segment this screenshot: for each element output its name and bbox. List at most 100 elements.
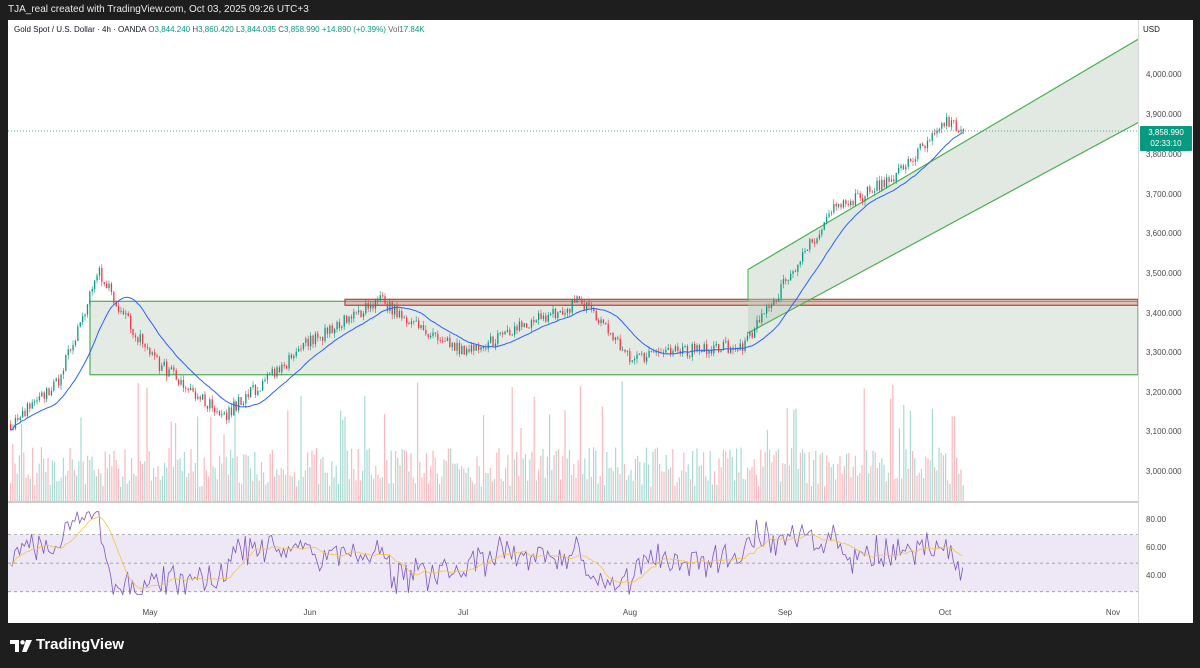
volume-bar (183, 451, 185, 501)
volume-bar (368, 448, 370, 501)
candle-body (118, 306, 120, 312)
candle-body (77, 326, 79, 341)
candle-body (559, 310, 561, 313)
volume-bar (500, 478, 502, 501)
candle-body (607, 323, 609, 334)
candle-body (384, 296, 386, 304)
candle-body (245, 394, 247, 404)
candle-body (516, 326, 518, 331)
volume-bar (267, 482, 269, 501)
volume-bar (562, 456, 564, 501)
volume-bar (452, 463, 454, 501)
candle-body (394, 304, 396, 315)
last-price-value: 3,858.990 (1148, 128, 1184, 137)
candle-body (422, 325, 425, 330)
time-tick: Jun (303, 608, 317, 617)
candle-body (866, 186, 869, 197)
volume-bar (285, 474, 287, 501)
volume-bar (476, 456, 478, 501)
volume-bar (153, 468, 155, 501)
candle-body (216, 411, 218, 413)
candle-body (58, 378, 60, 386)
candle-body (768, 306, 770, 308)
chart-pane[interactable]: Gold Spot / U.S. Dollar · 4h · OANDA O3,… (8, 20, 1138, 623)
volume-bar (315, 447, 317, 501)
volume-bar (480, 486, 482, 501)
volume-bar (370, 474, 372, 501)
volume-bar (485, 472, 487, 501)
candle-body (814, 242, 816, 244)
candle-body (144, 343, 146, 348)
candle-body (353, 311, 355, 319)
price-chart-svg[interactable] (8, 20, 1138, 623)
volume-bar (300, 396, 302, 501)
candle-body (636, 354, 638, 359)
candle-body (698, 345, 701, 351)
price-axis[interactable] (1138, 20, 1193, 623)
candle-body (746, 335, 749, 341)
price-tick: 3,300.000 (1146, 348, 1182, 357)
volume-bar (557, 449, 559, 501)
candle-body (763, 313, 765, 315)
volume-bar (109, 454, 111, 501)
volume-bar (49, 484, 51, 501)
candle-body (132, 329, 134, 336)
volume-bar (568, 449, 570, 501)
volume-bar (883, 464, 885, 501)
volume-bar (806, 482, 808, 501)
volume-bar (120, 486, 122, 501)
candle-body (794, 271, 797, 273)
volume-bar (478, 466, 480, 501)
candle-body (564, 312, 566, 315)
candle-body (365, 303, 367, 314)
volume-bar (375, 465, 377, 501)
volume-bar (115, 460, 117, 501)
volume-bar (423, 472, 425, 501)
volume-bar (791, 448, 793, 501)
volume-bar (461, 466, 463, 501)
volume-bar (216, 479, 218, 501)
rsi-ma-line (9, 515, 963, 589)
volume-bar (60, 477, 62, 501)
volume-bar (491, 481, 493, 501)
candle-body (312, 335, 314, 345)
volume-bar (824, 486, 826, 501)
candle-body (962, 129, 965, 132)
candle-body (605, 323, 607, 324)
candle-body (418, 320, 420, 328)
candle-body (446, 337, 449, 342)
candle-body (950, 120, 953, 127)
volume-bar (91, 456, 93, 501)
candle-body (485, 348, 487, 350)
price-tick: 3,100.000 (1146, 427, 1182, 436)
volume-bar (104, 451, 106, 501)
volume-bar (953, 416, 955, 501)
volume-bar (546, 456, 548, 501)
price-tick: 3,600.000 (1146, 229, 1182, 238)
volume-bar (832, 463, 834, 501)
volume-bar (777, 449, 779, 501)
volume-bar (780, 481, 782, 501)
volume-bar (749, 469, 751, 501)
candle-body (518, 321, 521, 331)
volume-bar (377, 474, 379, 501)
candle-body (298, 348, 300, 352)
volume-bar (634, 458, 636, 501)
candle-body (958, 131, 960, 133)
volume-bar (725, 451, 727, 501)
candle-body (322, 336, 324, 341)
candle-body (533, 320, 535, 323)
channel-upper-line (747, 38, 1138, 271)
candle-body (331, 325, 333, 334)
candle-body (523, 323, 525, 327)
tradingview-logo-icon[interactable] (10, 640, 32, 652)
caption-text: TJA_real created with TradingView.com, O… (8, 4, 309, 15)
candle-body (329, 325, 331, 334)
candle-body (288, 354, 290, 369)
volume-bar (579, 386, 581, 501)
candle-body (302, 342, 305, 349)
volume-bar (166, 467, 168, 501)
resistance-zone (344, 298, 1138, 306)
volume-bar (872, 450, 874, 501)
candle-body (787, 280, 789, 282)
